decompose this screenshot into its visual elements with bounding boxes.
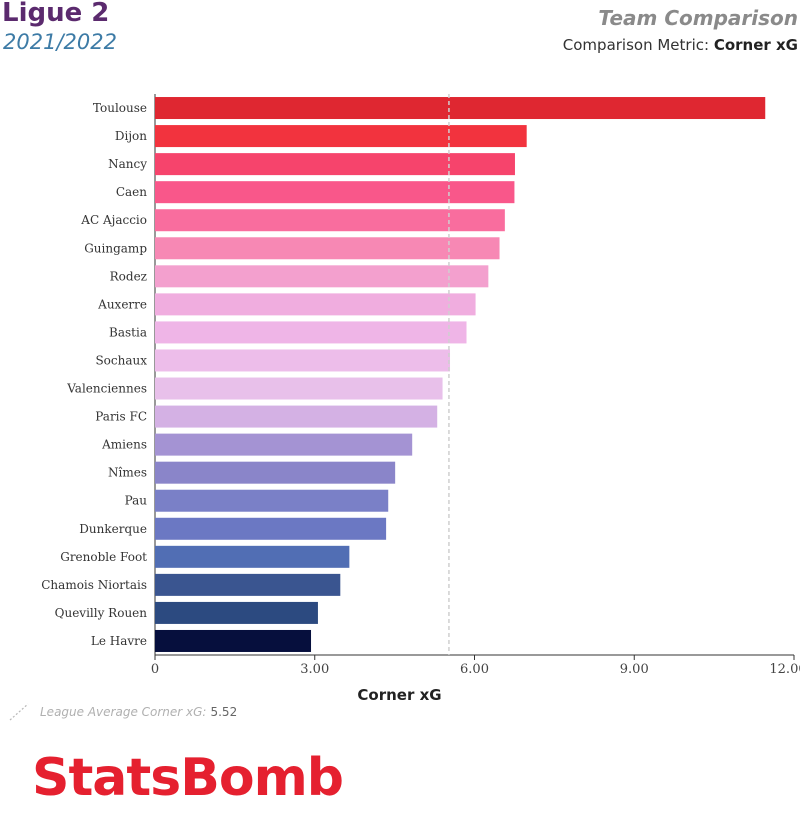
metric-prefix: Comparison Metric: bbox=[562, 36, 710, 54]
bar bbox=[155, 545, 350, 568]
category-label: Nîmes bbox=[108, 466, 147, 480]
category-label: Sochaux bbox=[95, 353, 147, 367]
bar-chart: Toulouse Dijon Nancy Caen AC Ajaccio Guingamp… bbox=[41, 94, 800, 700]
bar bbox=[155, 265, 489, 288]
bar bbox=[155, 209, 505, 232]
bar bbox=[155, 125, 527, 148]
category-label: Dijon bbox=[115, 129, 147, 143]
category-label: AC Ajaccio bbox=[80, 213, 147, 227]
category-label: Le Havre bbox=[91, 634, 147, 648]
category-label: Dunkerque bbox=[79, 522, 147, 536]
season-label: 2021/2022 bbox=[3, 30, 117, 54]
x-tick-label: 6.00 bbox=[460, 662, 489, 677]
bar bbox=[155, 433, 413, 456]
category-label: Caen bbox=[116, 185, 147, 199]
bar bbox=[155, 461, 396, 484]
x-tick-label: 12.00 bbox=[769, 662, 800, 677]
category-label: Bastia bbox=[109, 325, 147, 339]
dotted-line-icon bbox=[9, 703, 29, 721]
bar bbox=[155, 181, 515, 204]
league-title: Ligue 2 bbox=[2, 0, 110, 28]
bar bbox=[155, 489, 389, 512]
bar bbox=[155, 601, 318, 624]
category-label: Pau bbox=[125, 494, 148, 508]
bar bbox=[155, 349, 451, 372]
bar bbox=[155, 377, 443, 400]
bar bbox=[155, 321, 467, 344]
bar bbox=[155, 153, 515, 176]
category-label: Toulouse bbox=[93, 101, 147, 115]
x-tick-label: 0 bbox=[151, 662, 159, 677]
category-label: Paris FC bbox=[95, 410, 147, 424]
x-axis-title: Corner xG bbox=[357, 686, 441, 700]
category-label: Auxerre bbox=[97, 297, 147, 311]
bar bbox=[155, 629, 312, 652]
category-label: Grenoble Foot bbox=[60, 550, 147, 564]
bar bbox=[155, 97, 766, 120]
category-label: Quevilly Rouen bbox=[55, 606, 148, 620]
bar bbox=[155, 293, 476, 316]
league-average-legend: League Average Corner xG: 5.52 bbox=[8, 702, 237, 722]
bar bbox=[155, 237, 500, 260]
category-label: Chamois Niortais bbox=[41, 578, 147, 592]
bar bbox=[155, 517, 387, 540]
x-tick-label: 9.00 bbox=[620, 662, 649, 677]
metric-name: Corner xG bbox=[713, 36, 798, 54]
legend-value: 5.52 bbox=[210, 705, 238, 719]
statsbomb-logo: StatsBomb bbox=[32, 748, 344, 808]
category-label: Valenciennes bbox=[66, 382, 147, 396]
category-label: Guingamp bbox=[84, 241, 147, 255]
comparison-metric: Comparison Metric: Corner xG bbox=[563, 36, 798, 54]
bar bbox=[155, 405, 438, 428]
category-label: Amiens bbox=[101, 438, 147, 452]
category-label: Rodez bbox=[110, 269, 147, 283]
legend-label: League Average Corner xG: bbox=[40, 705, 207, 719]
x-tick-label: 3.00 bbox=[300, 662, 329, 677]
category-label: Nancy bbox=[108, 157, 147, 171]
comparison-title: Team Comparison bbox=[598, 6, 798, 30]
bar bbox=[155, 573, 341, 596]
